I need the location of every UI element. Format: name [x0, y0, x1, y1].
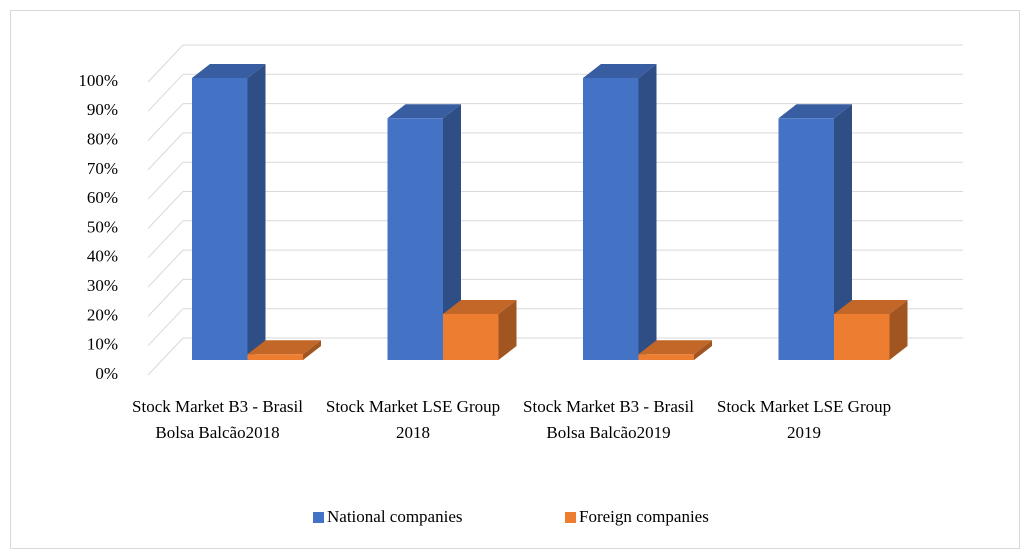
bar-top [443, 299, 517, 314]
bar [247, 354, 303, 360]
y-tick-label: 50% [87, 217, 118, 236]
bar-top [387, 104, 461, 119]
grid-line-side [147, 44, 184, 83]
grid-line-side [147, 161, 184, 200]
bar [192, 78, 248, 360]
x-tick-label: Stock Market LSE Group 2018 [325, 397, 501, 442]
x-tick-label: Stock Market B3 - Brasil Bolsa Balcão201… [132, 397, 303, 442]
y-tick-label: 0% [95, 364, 118, 383]
bar-top [247, 340, 321, 355]
bar [638, 354, 694, 360]
bar-top [638, 340, 712, 355]
bar-side [834, 104, 852, 361]
y-tick-label: 20% [87, 305, 118, 324]
grid-line-side [147, 220, 184, 259]
bar [778, 118, 834, 361]
x-tick-label: Stock Market B3 - Brasil Bolsa Balcão201… [523, 397, 694, 442]
bar-top [192, 64, 266, 78]
bar [387, 118, 443, 361]
grid-line-side [147, 73, 184, 112]
bar-top [583, 64, 657, 78]
y-tick-label: 90% [87, 100, 118, 119]
bar [443, 313, 499, 360]
grid-line-side [147, 191, 184, 229]
bar-top [778, 104, 852, 119]
grid-line-side [147, 132, 184, 171]
y-tick-label: 60% [87, 188, 118, 207]
bar-top [834, 299, 908, 314]
y-tick-label: 40% [87, 247, 118, 266]
bar-side [498, 299, 517, 360]
grid-line-side [147, 337, 184, 376]
y-tick-label: 70% [87, 159, 118, 178]
x-tick-label: Stock Market LSE Group 2019 [716, 397, 892, 442]
bar [583, 78, 639, 360]
grid-line-side [147, 103, 184, 141]
bar-side [889, 299, 908, 360]
legend-swatch [565, 512, 576, 523]
legend-label: National companies [327, 507, 463, 526]
grid-line-side [147, 308, 184, 347]
bar-side [247, 64, 266, 360]
grid-line-side [147, 249, 184, 288]
legend-label: Foreign companies [579, 507, 709, 526]
y-tick-label: 10% [87, 335, 118, 354]
bar-side [443, 104, 461, 361]
y-tick-label: 100% [78, 71, 118, 90]
bar-side [694, 340, 712, 360]
bar-side [303, 340, 321, 360]
grid-line-side [147, 279, 184, 317]
y-tick-label: 30% [87, 276, 118, 295]
bar-side [638, 64, 657, 360]
legend-swatch [313, 512, 324, 523]
y-tick-label: 80% [87, 130, 118, 149]
bar [834, 313, 890, 360]
